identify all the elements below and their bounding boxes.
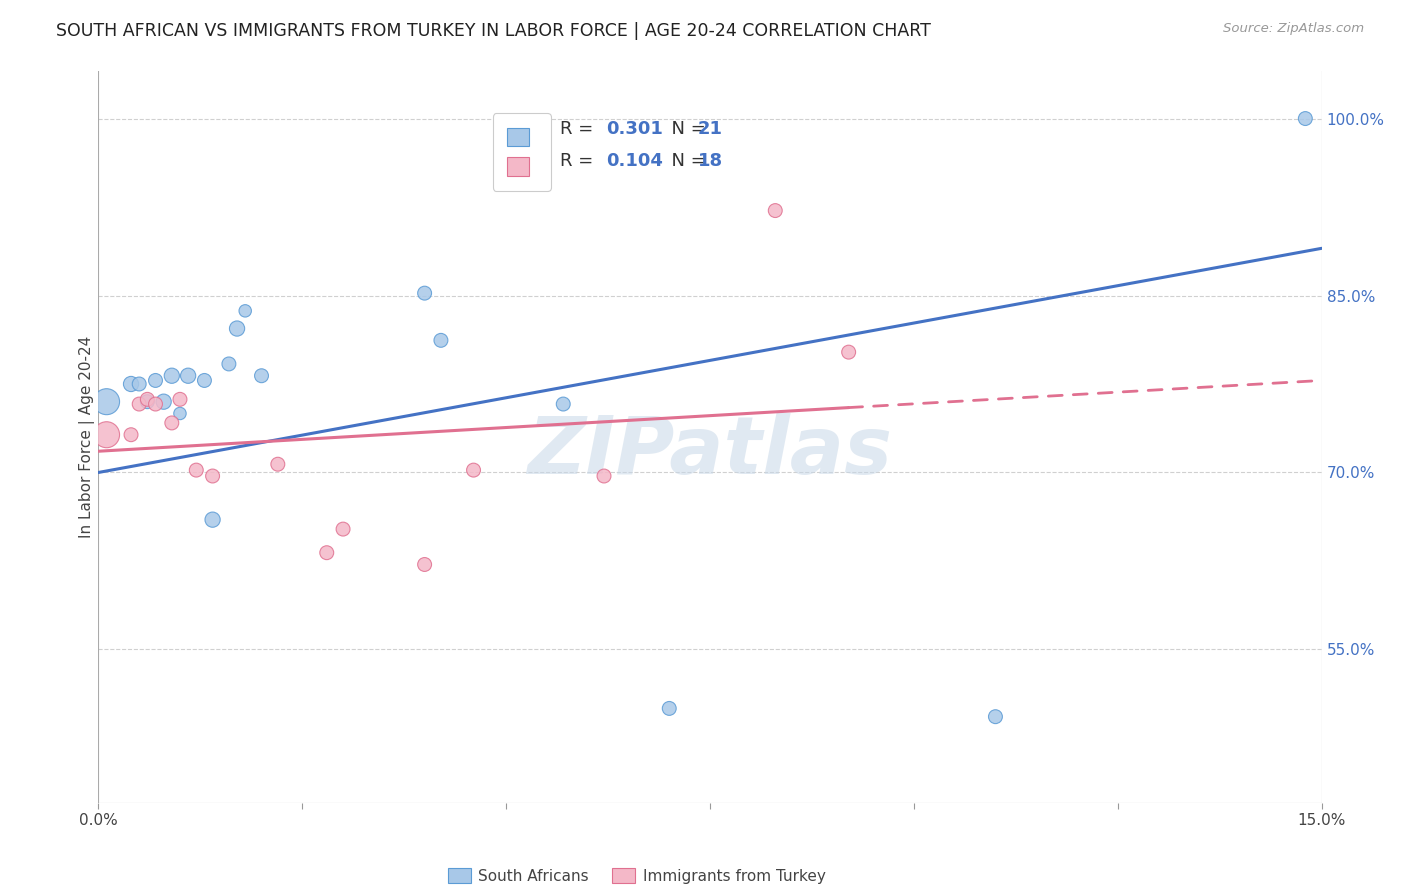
Text: ZIPatlas: ZIPatlas [527,413,893,491]
Point [193,374,215,388]
Text: N =: N = [659,152,711,169]
Point [553,397,575,411]
Text: SOUTH AFRICAN VS IMMIGRANTS FROM TURKEY IN LABOR FORCE | AGE 20-24 CORRELATION C: SOUTH AFRICAN VS IMMIGRANTS FROM TURKEY … [56,22,931,40]
Text: 18: 18 [697,152,723,169]
Y-axis label: In Labor Force | Age 20-24: In Labor Force | Age 20-24 [79,336,96,538]
Text: N =: N = [659,120,711,138]
Point [120,427,142,442]
Point [250,368,273,383]
Point [593,469,616,483]
Point [463,463,485,477]
Point [413,286,436,301]
Text: 0.104: 0.104 [606,152,664,169]
Point [838,345,860,359]
Text: 0.301: 0.301 [606,120,664,138]
Point [763,203,786,218]
Point [658,701,681,715]
Point [128,397,150,411]
Legend: South Africans, Immigrants from Turkey: South Africans, Immigrants from Turkey [441,862,831,890]
Point [315,546,337,560]
Point [233,303,256,318]
Text: Source: ZipAtlas.com: Source: ZipAtlas.com [1223,22,1364,36]
Point [984,709,1007,723]
Point [218,357,240,371]
Point [160,416,183,430]
Point [152,394,174,409]
Point [201,513,224,527]
Point [96,427,118,442]
Point [136,394,159,409]
Point [169,392,191,407]
Point [1294,112,1316,126]
Text: R =: R = [560,120,599,138]
Point [136,392,159,407]
Point [201,469,224,483]
Point [120,376,142,391]
Point [430,334,453,348]
Point [145,397,167,411]
Point [177,368,200,383]
Point [145,374,167,388]
Point [267,457,290,471]
Text: R =: R = [560,152,599,169]
Point [96,394,118,409]
Text: 21: 21 [697,120,723,138]
Point [128,376,150,391]
Point [160,368,183,383]
Point [226,321,249,335]
Point [186,463,208,477]
Point [169,407,191,421]
Point [413,558,436,572]
Point [332,522,354,536]
